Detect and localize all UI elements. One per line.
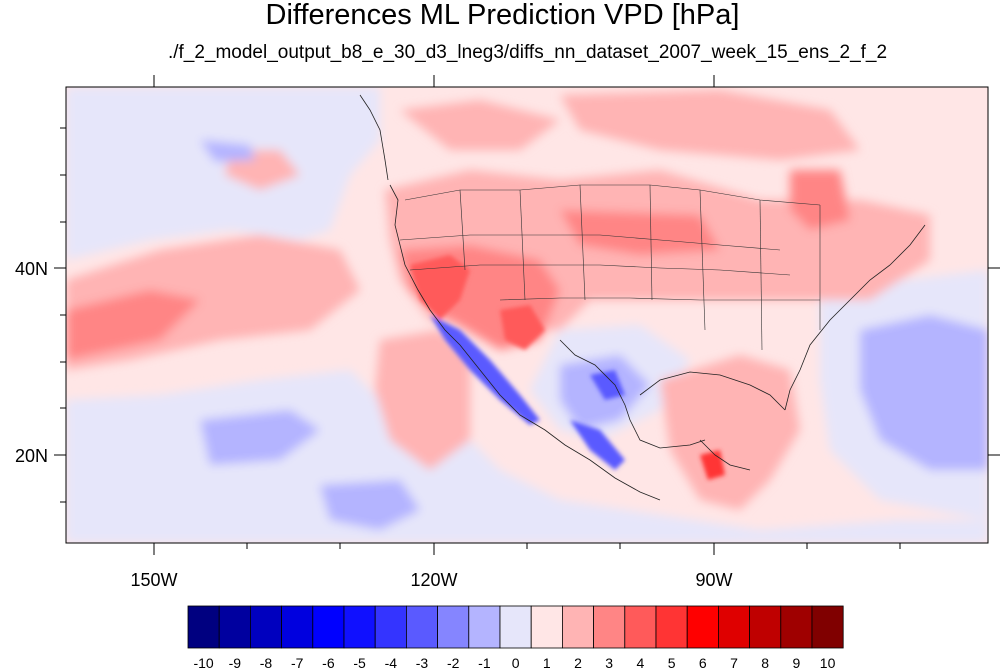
colorbar-swatch: [655, 605, 688, 649]
colorbar-swatch: [499, 605, 532, 649]
colorbar-swatch: [593, 605, 626, 649]
colorbar-swatch: [780, 605, 813, 649]
negative-anomaly-region: [860, 315, 988, 470]
colorbar-swatch: [281, 605, 314, 649]
colorbar-swatch: [811, 605, 844, 649]
positive-anomaly-region: [560, 210, 720, 255]
colorbar-label: 6: [699, 655, 707, 671]
vpd-difference-field: [66, 87, 988, 543]
lat-label: 20N: [15, 446, 48, 466]
negative-anomaly-region: [200, 410, 320, 465]
colorbar-label: 2: [574, 655, 582, 671]
positive-anomaly-region: [400, 100, 560, 150]
colorbar-label: 9: [793, 655, 801, 671]
negative-anomaly-region: [590, 370, 625, 400]
colorbar-swatch: [343, 605, 376, 649]
lat-label: 40N: [15, 259, 48, 279]
colorbar-swatch: [249, 605, 282, 649]
negative-anomaly-region: [66, 87, 380, 260]
colorbar-swatch: [405, 605, 438, 649]
colorbar-label: 3: [605, 655, 613, 671]
colorbar-swatch: [686, 605, 719, 649]
positive-anomaly-region: [500, 305, 545, 350]
colorbar-swatch: [187, 605, 220, 649]
colorbar-swatch: [624, 605, 657, 649]
state-boundaries: [399, 184, 821, 351]
lon-label: 90W: [695, 570, 732, 590]
map-subtitle: ./f_2_model_output_b8_e_30_d3_lneg3/diff…: [167, 42, 888, 63]
colorbar-label: -2: [447, 655, 460, 671]
colorbar-swatch: [374, 605, 407, 649]
colorbar-swatch: [749, 605, 782, 649]
positive-anomaly-region: [560, 90, 860, 160]
lon-label: 120W: [410, 570, 457, 590]
colorbar-swatch: [312, 605, 345, 649]
colorbar-swatch: [468, 605, 501, 649]
coastline: [359, 94, 926, 501]
negative-anomaly-region: [200, 140, 255, 162]
colorbar-label: 8: [761, 655, 769, 671]
colorbar-swatch: [218, 605, 251, 649]
colorbar-label: -4: [385, 655, 398, 671]
lon-label: 150W: [130, 570, 177, 590]
colorbar-label: -9: [229, 655, 242, 671]
colorbar-swatch: [530, 605, 563, 649]
colorbar: -10 -9 -8 -7 -6 -5 -4 -3 -2 -1 0 1 2 3 4 5 6 7 8 9 10: [187, 605, 844, 671]
negative-anomaly-region: [320, 480, 420, 530]
colorbar-swatch: [718, 605, 751, 649]
colorbar-label: 0: [512, 655, 520, 671]
colorbar-label: 10: [820, 655, 836, 671]
colorbar-label: 7: [730, 655, 738, 671]
colorbar-label: 1: [543, 655, 551, 671]
colorbar-label: -6: [322, 655, 335, 671]
colorbar-label: -10: [193, 655, 213, 671]
colorbar-label: -3: [416, 655, 429, 671]
positive-anomaly-region: [66, 290, 200, 360]
positive-anomaly-region: [790, 170, 850, 230]
positive-anomaly-region: [375, 330, 470, 470]
colorbar-label: -8: [260, 655, 273, 671]
colorbar-label: 4: [637, 655, 645, 671]
colorbar-label: 5: [668, 655, 676, 671]
axis-ticks: [54, 75, 1000, 555]
colorbar-label: -1: [478, 655, 491, 671]
negative-anomaly-region: [570, 420, 625, 470]
colorbar-label: -7: [291, 655, 304, 671]
positive-anomaly-region: [660, 355, 800, 510]
map-title: Differences ML Prediction VPD [hPa]: [265, 0, 740, 31]
colorbar-swatch: [437, 605, 470, 649]
positive-anomaly-region: [410, 255, 470, 320]
negative-anomaly-region: [66, 370, 988, 543]
colorbar-label: -5: [353, 655, 366, 671]
colorbar-swatch: [562, 605, 595, 649]
